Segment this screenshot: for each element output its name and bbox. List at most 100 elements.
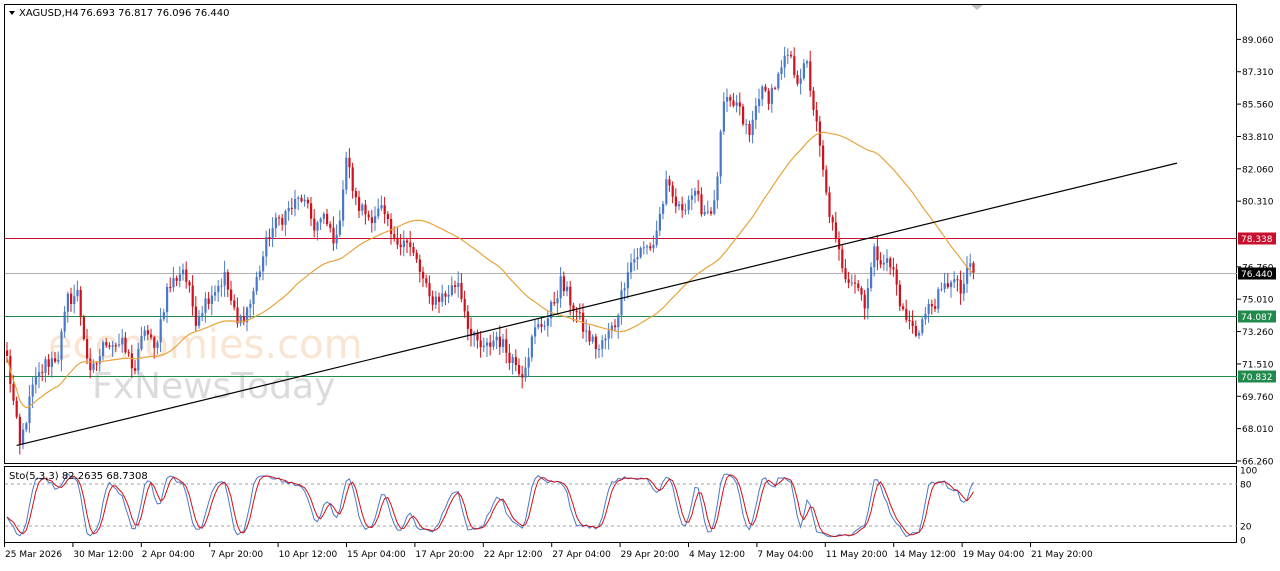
horizontal-levels bbox=[5, 238, 1237, 377]
current-price-label: 76.440 bbox=[1241, 270, 1273, 280]
stoch-signal-line bbox=[6, 474, 974, 538]
candle-body bbox=[137, 349, 140, 371]
candle-body bbox=[431, 296, 434, 305]
header-symbol: XAGUSD,H4 bbox=[19, 8, 79, 19]
candle-body bbox=[578, 312, 581, 314]
candle-body bbox=[716, 176, 719, 201]
candle-body bbox=[444, 293, 447, 297]
price-tick-label: 69.760 bbox=[1242, 393, 1274, 403]
candle-body bbox=[748, 124, 751, 136]
candle-body bbox=[921, 319, 924, 334]
candle-body bbox=[111, 345, 114, 347]
candle-body bbox=[278, 217, 281, 219]
time-tick-label: 2 Apr 04:00 bbox=[142, 550, 195, 560]
time-tick-label: 19 May 04:00 bbox=[963, 550, 1025, 560]
candle-body bbox=[534, 327, 537, 337]
candle-body bbox=[566, 286, 569, 292]
candle-body bbox=[31, 384, 34, 397]
candle-body bbox=[630, 262, 633, 273]
candle-body bbox=[15, 400, 18, 417]
candle-body bbox=[338, 220, 341, 235]
candle-body bbox=[658, 213, 661, 231]
candle-body bbox=[284, 211, 287, 225]
candle-body bbox=[652, 245, 655, 249]
candle-body bbox=[434, 296, 437, 305]
candle-body bbox=[86, 339, 89, 359]
candle-body bbox=[722, 101, 725, 132]
candle-body bbox=[694, 190, 697, 196]
candle-body bbox=[895, 269, 898, 285]
candle-body bbox=[550, 302, 553, 319]
candle-body bbox=[322, 213, 325, 219]
price-tick-label: 89.060 bbox=[1242, 36, 1274, 46]
candle-body bbox=[230, 289, 233, 301]
candle-body bbox=[617, 315, 620, 328]
candle-body bbox=[262, 256, 265, 272]
candle-body bbox=[454, 285, 457, 287]
candle-body bbox=[201, 312, 204, 317]
candle-body bbox=[303, 199, 306, 202]
candle-body bbox=[50, 358, 53, 367]
ascending-trendline[interactable] bbox=[16, 162, 1178, 447]
moving-average bbox=[6, 131, 974, 409]
candle-body bbox=[367, 214, 370, 218]
candle-body bbox=[217, 285, 220, 292]
candle-body bbox=[838, 238, 841, 250]
candle-body bbox=[108, 345, 111, 347]
candle-body bbox=[665, 179, 668, 205]
candle-body bbox=[495, 336, 498, 341]
candle-body bbox=[604, 338, 607, 341]
candle-body bbox=[710, 211, 713, 214]
candle-body bbox=[937, 289, 940, 309]
candle-body bbox=[476, 332, 479, 341]
candle-body bbox=[143, 330, 146, 336]
price-tick-label: 68.010 bbox=[1242, 425, 1274, 435]
candle-body bbox=[809, 61, 812, 91]
time-tick-label: 21 May 20:00 bbox=[1031, 550, 1093, 560]
candle-body bbox=[799, 78, 802, 84]
candle-body bbox=[732, 100, 735, 106]
candle-body bbox=[118, 344, 121, 346]
candle-body bbox=[546, 318, 549, 326]
scroll-marker-icon[interactable] bbox=[971, 5, 983, 10]
candle-body bbox=[831, 216, 834, 223]
candle-body bbox=[703, 212, 706, 215]
collapse-triangle-icon[interactable] bbox=[9, 11, 15, 15]
candle-body bbox=[767, 90, 770, 104]
candle-body bbox=[620, 290, 623, 316]
candle-body bbox=[313, 218, 316, 231]
candle-body bbox=[425, 278, 428, 284]
candle-body bbox=[370, 217, 373, 223]
moving-average-line bbox=[6, 131, 974, 409]
candle-body bbox=[556, 298, 559, 304]
candle-body bbox=[185, 269, 188, 282]
candle-body bbox=[962, 283, 965, 294]
price-tick-label: 66.260 bbox=[1242, 458, 1274, 468]
candle-body bbox=[953, 279, 956, 283]
candle-body bbox=[946, 283, 949, 288]
time-tick-label: 10 Apr 12:00 bbox=[279, 550, 338, 560]
candle-body bbox=[969, 263, 972, 267]
candle-body bbox=[182, 269, 185, 275]
candle-body bbox=[457, 282, 460, 287]
candle-body bbox=[681, 204, 684, 211]
candle-body bbox=[607, 330, 610, 339]
candle-body bbox=[290, 207, 293, 209]
stoch-tick-label: 0 bbox=[1240, 537, 1246, 547]
candle-body bbox=[684, 209, 687, 211]
time-tick-label: 15 Apr 04:00 bbox=[347, 550, 406, 560]
trendline-layer[interactable] bbox=[16, 162, 1178, 447]
candle-body bbox=[47, 359, 50, 367]
candle-body bbox=[690, 195, 693, 200]
candle-body bbox=[530, 336, 533, 358]
candle-body bbox=[447, 294, 450, 297]
candle-body bbox=[543, 325, 546, 327]
candle-body bbox=[905, 309, 908, 320]
time-tick-label: 4 May 12:00 bbox=[689, 550, 745, 560]
candle-body bbox=[828, 192, 831, 217]
candle-body bbox=[114, 345, 117, 347]
candle-body bbox=[166, 286, 169, 313]
candle-body bbox=[70, 293, 73, 304]
